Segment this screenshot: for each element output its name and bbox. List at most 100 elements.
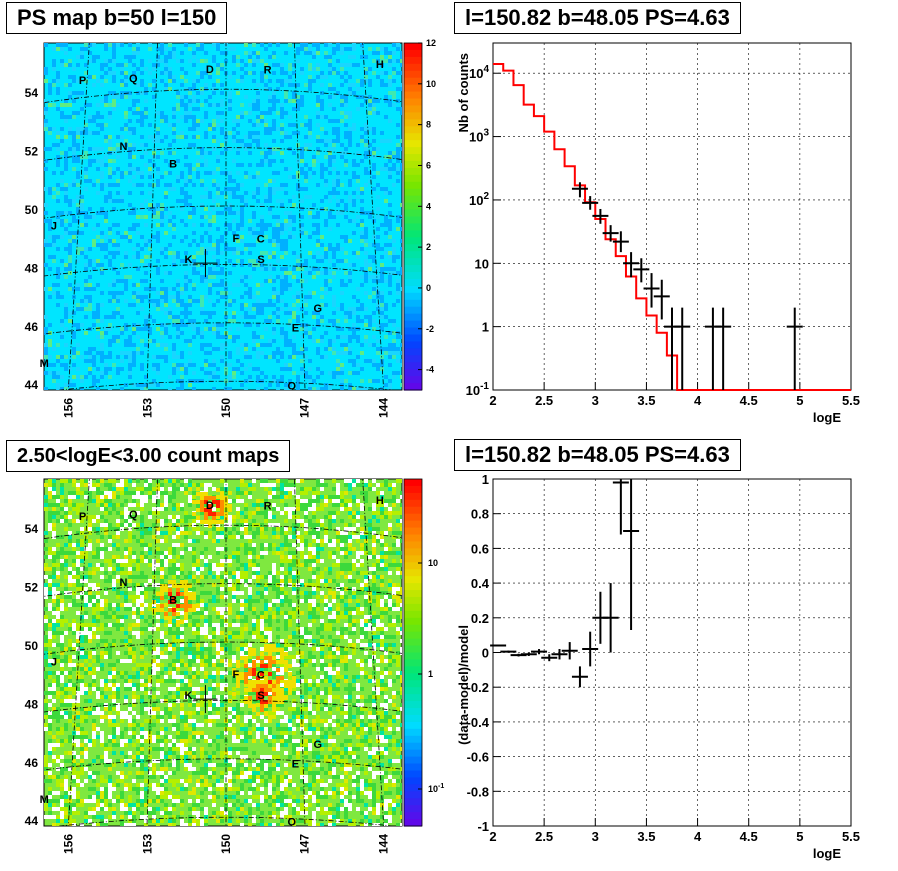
source-label-E: E [292,758,299,770]
colorbar-cell [404,348,422,356]
longitude-line [146,479,158,826]
colorbar-cell [404,181,422,190]
y-axis-label: Nb of counts [456,53,471,132]
map-pixels [44,479,402,826]
source-label-B: B [169,594,177,606]
latitude-line [44,88,402,104]
colorbar-cell [404,624,422,633]
y-axis-label: (data-model)/model [456,625,471,745]
source-label-K: K [184,690,192,702]
longitude-line [294,479,306,826]
count-map-panel: P Q D R H N B J F CS K G E M O 44 46 48 50 52 54 156 153 150 147… [0,478,444,870]
lat-tick-label: 44 [25,814,39,828]
colorbar-cell [404,749,422,758]
colorbar-cell [404,209,422,218]
colorbar-cell [404,341,422,349]
x-tick-label: 3.5 [637,393,655,408]
colorbar-tick-label: -2 [426,324,434,334]
colorbar-cell [404,562,422,570]
lat-tick-label: 52 [25,581,39,595]
colorbar-cell [404,105,422,113]
colorbar-cell [404,708,422,716]
colorbar-cell [404,272,422,280]
source-label-M: M [40,794,49,806]
y-tick-label: 103 [469,128,489,145]
residual-panel: 2 2.5 3 3.5 4 4.5 5 5.5 -1 -0.8 -0.6 -0.4 -0.2 0 0.2 0.… [456,472,860,861]
colorbar-cell [404,596,422,605]
spectrum-panel: 2 2.5 3 3.5 4 4.5 5 5.5 10-1 1 10 102 103 104 logE Nb o… [456,42,860,425]
colorbar-cell [404,638,422,647]
colorbar-cell [404,680,422,688]
colorbar-cell [404,583,422,591]
x-tick-label: 4.5 [740,829,758,844]
source-label-E: E [292,322,299,334]
colorbar-cell [404,126,422,134]
colorbar-cell [404,492,422,501]
lon-tick-label: 150 [219,398,233,418]
source-label-O: O [287,816,296,828]
source-label-Q: Q [129,509,138,521]
colorbar-cell [404,742,422,751]
y-tick-label: 0.6 [471,541,489,556]
colorbar-frame [403,42,423,391]
lon-tick-label: 147 [298,834,312,854]
colorbar-cell [404,534,422,543]
colorbar-cell [404,728,422,737]
lat-tick-label: 50 [25,639,39,653]
y-tick-label: -0.4 [467,715,490,730]
colorbar-cell [404,735,422,744]
colorbar-cell [404,576,422,584]
x-tick-label: 5.5 [842,393,860,408]
x-tick-label: 4.5 [740,393,758,408]
colorbar-cell [404,548,422,556]
colorbar-cell [404,188,422,197]
colorbar-tick-label: 10 [428,558,438,568]
x-axis-label: logE [813,846,841,861]
source-label-S: S [257,254,264,266]
source-label-H: H [376,495,384,507]
longitude-line [0,483,22,870]
colorbar-cell [404,590,422,598]
latitude-line [44,758,402,771]
longitude-line [362,479,385,826]
colorbar-cell [404,791,422,799]
colorbar-cell [404,355,422,363]
x-tick-label: 3 [592,829,599,844]
lon-tick-label: 156 [62,398,76,418]
colorbar-cell [404,278,422,287]
colorbar-cell [404,763,422,772]
lon-tick-label: 147 [298,398,312,418]
colorbar-cell [404,506,422,515]
colorbar-cell [404,77,422,86]
colorbar-cell [404,603,422,612]
source-label-K: K [184,254,192,266]
colorbar-cell [404,541,422,549]
lat-tick-label: 52 [25,145,39,159]
lat-tick-label: 54 [25,522,39,536]
colorbar-cell [404,369,422,377]
y-tick-label: -1 [477,819,489,834]
colorbar-cell [404,320,422,329]
colorbar-cell [404,98,422,107]
colorbar-cell [404,610,422,619]
colorbar-cell [404,160,422,169]
x-axis-label: logE [813,410,841,425]
y-tick-label: 1 [482,472,489,487]
colorbar-cell [404,694,422,702]
latitude-line [44,263,402,277]
longitude-line [67,479,90,826]
source-label-G: G [314,303,323,315]
y-tick-label: 0.4 [471,576,490,591]
lat-tick-label: 46 [25,756,39,770]
y-tick-label: -0.8 [467,784,489,799]
colorbar-cell [404,812,422,820]
colorbar-cell [404,631,422,640]
colorbar-cell [404,645,422,654]
lat-tick-label: 50 [25,203,39,217]
colorbar-cell [404,327,422,336]
y-tick-label: 10-1 [466,381,490,398]
map-graticule [0,479,402,870]
colorbar-cell [404,485,422,494]
colorbar-cell [404,687,422,695]
source-label-O: O [287,380,296,392]
